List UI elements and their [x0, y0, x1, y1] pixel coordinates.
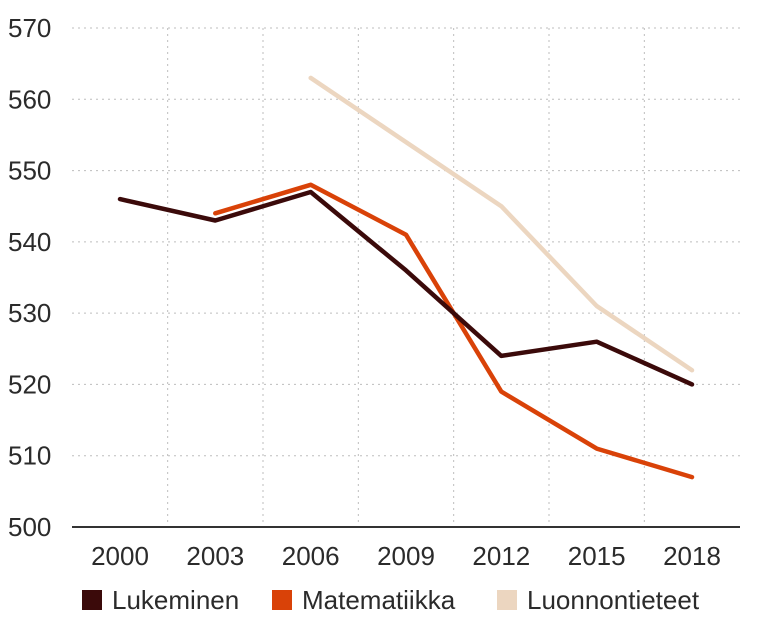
x-tick-label: 2015: [568, 541, 626, 571]
x-tick-label: 2006: [282, 541, 340, 571]
legend-label: Matematiikka: [302, 585, 456, 615]
legend-label: Lukeminen: [112, 585, 239, 615]
y-tick-label: 500: [8, 512, 51, 542]
x-tick-label: 2000: [91, 541, 149, 571]
series: [117, 75, 695, 480]
series-line-lukeminen: [117, 189, 695, 387]
series-line-matematiikka: [213, 182, 695, 480]
legend-swatch: [82, 590, 102, 610]
y-tick-label: 510: [8, 441, 51, 471]
x-tick-label: 2009: [377, 541, 435, 571]
legend-label: Luonnontieteet: [527, 585, 700, 615]
series-line-luonnontieteet: [308, 75, 695, 373]
legend: Lukeminen Matematiikka Luonnontieteet: [82, 585, 700, 615]
x-tick-label: 2003: [186, 541, 244, 571]
x-tick-label: 2012: [472, 541, 530, 571]
legend-swatch: [497, 590, 517, 610]
axes: 500 510 520 530 540 550 560 570 2000 2003 2006 2009…: [8, 13, 740, 571]
y-tick-label: 550: [8, 156, 51, 186]
x-tick-label: 2018: [663, 541, 721, 571]
y-tick-label: 520: [8, 369, 51, 399]
y-tick-label: 570: [8, 13, 51, 43]
y-tick-label: 540: [8, 227, 51, 257]
legend-swatch: [272, 590, 292, 610]
y-tick-label: 530: [8, 298, 51, 328]
y-tick-label: 560: [8, 84, 51, 114]
grid: [72, 27, 740, 527]
